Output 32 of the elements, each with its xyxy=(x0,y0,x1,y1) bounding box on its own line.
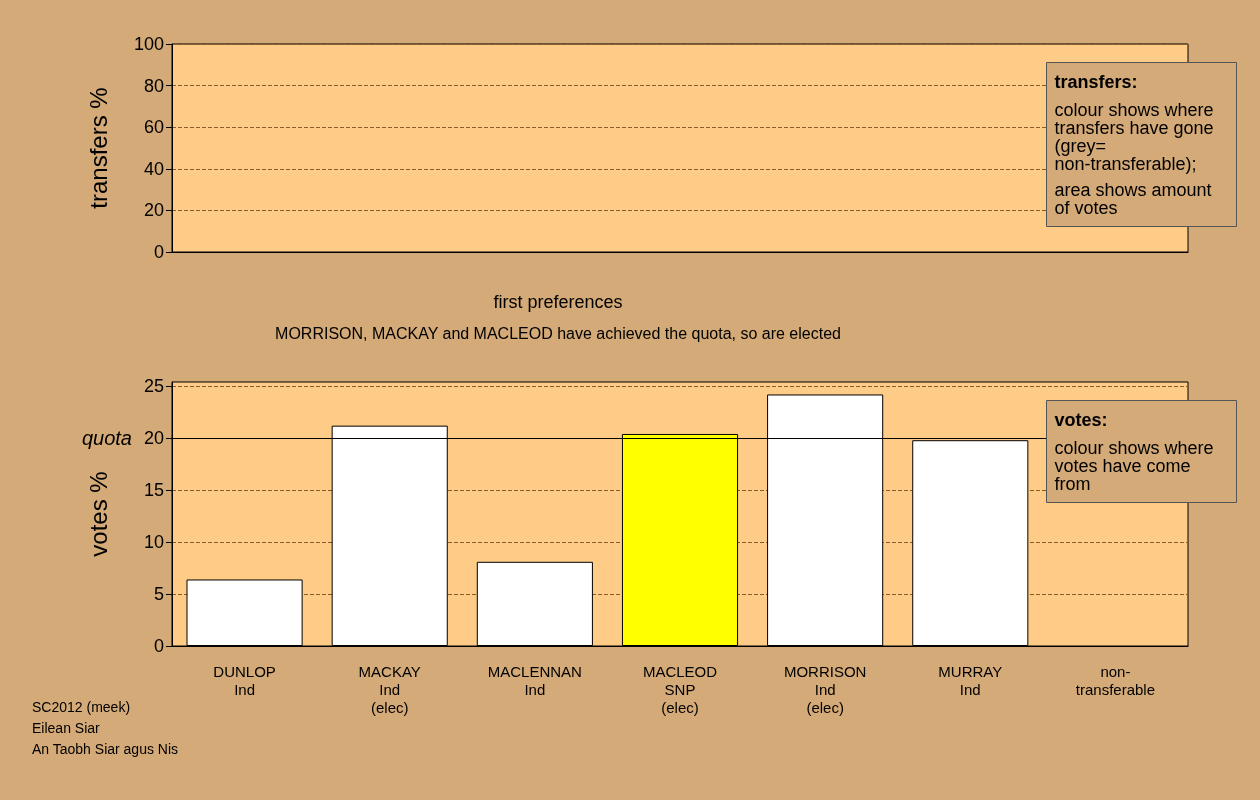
annotation: votes: xyxy=(1054,409,1108,430)
chart-subtitle: MORRISON, MACKAY and MACLEOD have achieved the quota, so are elected xyxy=(275,324,841,342)
text: An Taobh Siar agus Nis xyxy=(32,741,179,757)
annotation: colour shows where votes have come from xyxy=(1054,437,1219,494)
ref-line-label: quota xyxy=(81,427,132,450)
annotation: area shows amount of votes xyxy=(1054,179,1217,218)
annotation: colour shows where transfers have gone (grey= non-transferable); xyxy=(1054,99,1219,174)
y-tick-label: 0 xyxy=(153,636,164,656)
x-tick-label: DUNLOP Ind xyxy=(213,662,276,698)
chart-title: first preferences xyxy=(493,292,623,312)
x-tick-label: MACLEOD SNP (elec) xyxy=(642,662,718,716)
x-tick-label: MACKAY Ind (elec) xyxy=(358,662,421,716)
y-tick-label: 20 xyxy=(143,428,164,449)
y-tick-label: 40 xyxy=(143,158,164,179)
text: SC2012 (meek) xyxy=(32,699,131,715)
x-tick-label: MACLENNAN Ind xyxy=(487,662,582,698)
y-tick-label: 60 xyxy=(143,117,164,138)
y-tick-label: 15 xyxy=(143,480,164,501)
y-tick-label: 5 xyxy=(153,584,164,605)
y-tick-label: 10 xyxy=(143,532,164,553)
y-axis-title: transfers % xyxy=(84,87,112,209)
text: Eilean Siar xyxy=(32,720,101,736)
x-tick-label: MURRAY Ind xyxy=(938,662,1003,698)
annotation: transfers: xyxy=(1054,71,1138,92)
y-tick-label: 100 xyxy=(133,34,164,54)
y-tick-label: 25 xyxy=(143,376,164,397)
y-tick-label: 0 xyxy=(153,242,164,262)
y-tick-label: 20 xyxy=(143,200,164,221)
y-axis-title: votes % xyxy=(84,471,112,557)
x-tick-label: MORRISON Ind (elec) xyxy=(783,662,867,716)
x-tick-label: non- transferable xyxy=(1075,662,1156,698)
y-tick-label: 80 xyxy=(143,75,164,96)
